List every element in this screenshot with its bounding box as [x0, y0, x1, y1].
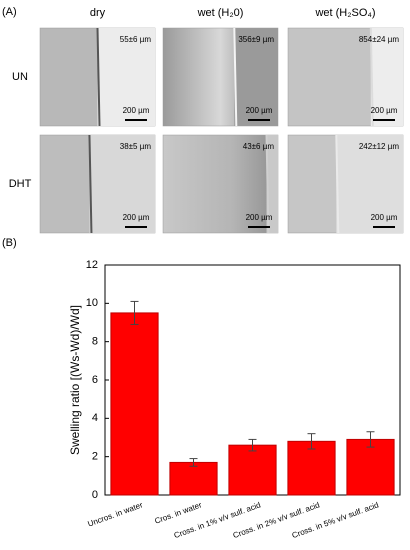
y-tick-label: 4: [92, 412, 98, 424]
thickness-label: 43±6 µm: [243, 142, 275, 151]
bar: [110, 312, 159, 496]
row-label: DHT: [9, 178, 32, 190]
error-bar: [189, 458, 198, 467]
column-header: wet (H₂SO₄): [314, 7, 375, 19]
y-tick-label: 6: [92, 374, 98, 386]
panel-label: (A): [2, 6, 17, 18]
micrograph-region: [234, 28, 278, 126]
interface-line: [233, 27, 238, 127]
x-tick-label: Cros. in water: [153, 500, 203, 525]
thickness-label: 854±24 µm: [359, 35, 399, 44]
micrograph-region: [89, 135, 155, 233]
interface-line: [96, 27, 101, 127]
panel-label: (B): [2, 237, 17, 249]
micrograph-region: [336, 135, 403, 233]
error-bar: [307, 433, 316, 450]
error-bar: [366, 431, 375, 448]
row-label: UN: [12, 71, 28, 83]
y-tick-label: 10: [86, 297, 98, 309]
error-bar: [248, 438, 257, 452]
interface-line: [88, 134, 93, 234]
bar: [169, 461, 218, 496]
x-tick-label: Uncros. in water: [87, 500, 145, 528]
y-tick-label: 0: [92, 489, 98, 501]
interface-line: [369, 27, 374, 127]
error-bar: [130, 300, 139, 325]
scale-bar-label: 200 µm: [123, 106, 150, 115]
micrograph: [162, 134, 279, 234]
micrograph-region: [266, 135, 278, 233]
scale-bar-label: 200 µm: [246, 106, 273, 115]
micrograph-region: [370, 28, 403, 126]
thickness-label: 38±5 µm: [120, 142, 152, 151]
thickness-label: 55±6 µm: [120, 35, 152, 44]
column-header: dry: [90, 7, 106, 19]
interface-line: [335, 134, 340, 234]
y-tick-label: 2: [92, 451, 98, 463]
y-axis-label: Swelling ratio [(Ws-Wd)/Wd]: [68, 305, 82, 455]
y-tick-label: 12: [86, 259, 98, 271]
interface-line: [265, 134, 270, 234]
scale-bar-label: 200 µm: [246, 213, 273, 222]
thickness-label: 356±9 µm: [238, 35, 274, 44]
bar: [287, 440, 336, 496]
scale-bar-label: 200 µm: [371, 213, 398, 222]
column-header: wet (H₂0): [197, 7, 244, 19]
micrograph-region: [97, 28, 155, 126]
bar: [346, 438, 395, 496]
bar: [228, 444, 277, 496]
y-tick-label: 8: [92, 336, 98, 348]
scale-bar-label: 200 µm: [371, 106, 398, 115]
scale-bar-label: 200 µm: [123, 213, 150, 222]
thickness-label: 242±12 µm: [359, 142, 399, 151]
